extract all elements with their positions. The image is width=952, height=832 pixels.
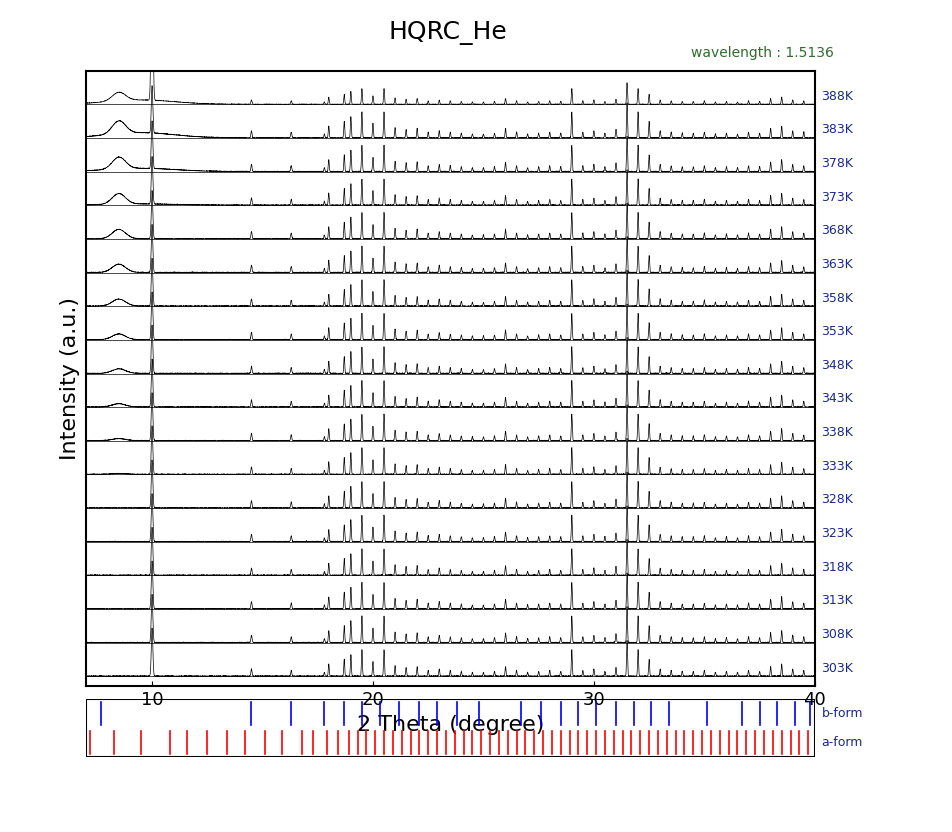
Text: 323K: 323K — [821, 527, 852, 540]
Text: 378K: 378K — [821, 157, 853, 170]
Text: 328K: 328K — [821, 493, 852, 507]
Text: 358K: 358K — [821, 291, 853, 305]
Text: 348K: 348K — [821, 359, 852, 372]
Text: HQRC_He: HQRC_He — [388, 21, 506, 45]
Text: 343K: 343K — [821, 393, 852, 405]
Text: 338K: 338K — [821, 426, 852, 439]
Text: 353K: 353K — [821, 325, 852, 338]
Text: 383K: 383K — [821, 123, 852, 136]
Text: 318K: 318K — [821, 561, 852, 574]
Text: 308K: 308K — [821, 628, 853, 641]
Text: 373K: 373K — [821, 191, 852, 204]
Text: a-form: a-form — [821, 736, 862, 749]
Text: 363K: 363K — [821, 258, 852, 271]
X-axis label: 2 Theta (degree): 2 Theta (degree) — [356, 715, 544, 735]
Text: 333K: 333K — [821, 460, 852, 473]
Text: 303K: 303K — [821, 661, 852, 675]
Y-axis label: Intensity (a.u.): Intensity (a.u.) — [60, 297, 80, 460]
Text: 313K: 313K — [821, 594, 852, 607]
Text: 388K: 388K — [821, 90, 853, 102]
Text: b-form: b-form — [821, 707, 863, 720]
Text: 368K: 368K — [821, 225, 852, 237]
Text: wavelength : 1.5136: wavelength : 1.5136 — [690, 46, 833, 60]
